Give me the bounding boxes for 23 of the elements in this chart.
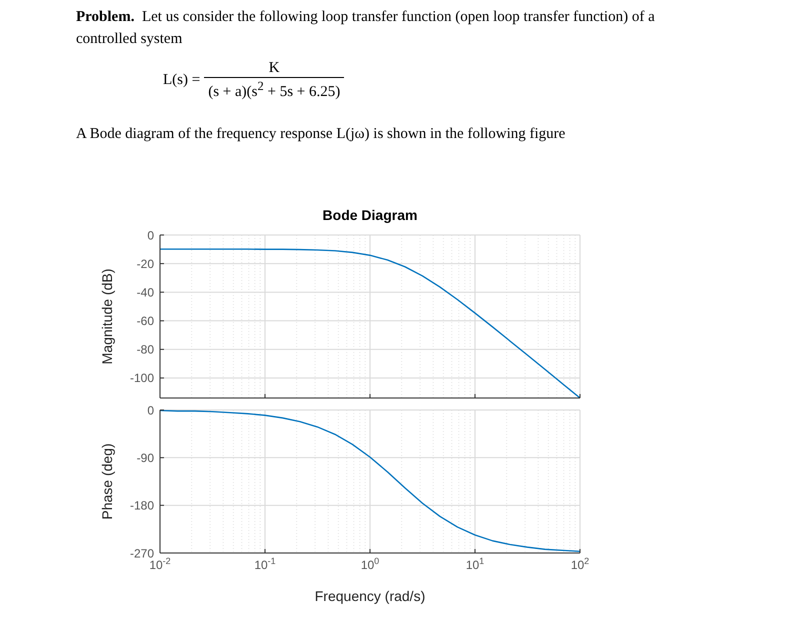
x-tick-label: 10$^{-1}$ xyxy=(254,556,276,572)
y-tick-label: -180 xyxy=(130,498,154,513)
x-tick-label: 10$^{0}$ xyxy=(360,556,380,572)
y-tick-label: -80 xyxy=(136,342,154,357)
y-tick-label: -90 xyxy=(136,450,154,465)
text: A Bode diagram of the frequency response L(jω) is shown in the following figure xyxy=(76,126,566,143)
y-tick-label: 0 xyxy=(147,228,154,242)
y-tick-label: -100 xyxy=(130,371,154,386)
x-tick-label: 10$^{2}$ xyxy=(570,556,590,572)
y-tick-label: -60 xyxy=(136,314,154,328)
x-tick-label: 10$^{1}$ xyxy=(466,556,484,572)
y-tick-label: -40 xyxy=(136,285,154,300)
y-axis-title: Magnitude (dB) xyxy=(99,268,115,364)
line-series xyxy=(160,410,580,552)
y-tick-label: 0 xyxy=(147,403,154,418)
text: L(s) = xyxy=(163,72,200,89)
text: K xyxy=(268,60,281,77)
y-tick-label: -20 xyxy=(136,256,154,271)
text: (s + a)(s$^{2}$ + 5s + 6.25) xyxy=(204,77,344,101)
y-axis-title: Phase (deg) xyxy=(99,443,115,520)
text: Problem. xyxy=(76,9,134,25)
chart-title: Bode Diagram xyxy=(322,207,418,223)
x-axis-title: Frequency (rad/s) xyxy=(314,588,426,604)
